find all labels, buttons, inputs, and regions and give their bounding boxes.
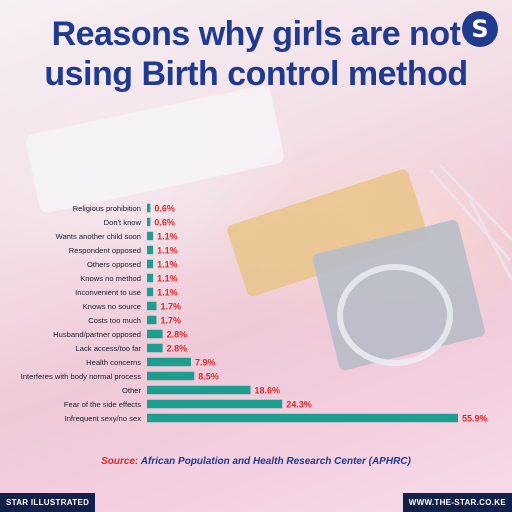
value-label: 1.1% bbox=[157, 288, 178, 298]
category-label: Religious prohibition bbox=[73, 204, 141, 213]
the-star-logo: S bbox=[462, 11, 498, 47]
value-label: 8.5% bbox=[198, 372, 219, 382]
value-label: 55.9% bbox=[462, 414, 488, 424]
value-label: 1.1% bbox=[157, 260, 178, 270]
bar bbox=[147, 301, 157, 311]
category-label: Fear of the side effects bbox=[64, 400, 141, 409]
title-line-1: Reasons why girls are not bbox=[51, 15, 461, 53]
bar bbox=[147, 231, 154, 241]
pill-blister-pack-shape bbox=[25, 85, 284, 213]
category-label: Infrequent sexy/no sex bbox=[65, 414, 142, 423]
bar bbox=[147, 385, 251, 395]
value-label: 18.6% bbox=[254, 386, 280, 396]
footer-brand: STAR ILLUSTRATED bbox=[0, 493, 96, 512]
bar bbox=[147, 287, 154, 297]
value-label: 1.1% bbox=[157, 274, 178, 284]
category-label: Knows no method bbox=[80, 274, 141, 283]
footer-website: WWW.THE-STAR.CO.KE bbox=[402, 493, 512, 512]
category-label: Husband/partner opposed bbox=[53, 330, 141, 339]
category-label: Other bbox=[122, 386, 141, 395]
category-label: Wants another child soon bbox=[56, 232, 141, 241]
value-label: 7.9% bbox=[195, 358, 216, 368]
source-credit: Source: African Population and Health Re… bbox=[0, 456, 512, 467]
source-label: Source: bbox=[101, 456, 139, 467]
value-label: 0.6% bbox=[154, 218, 175, 228]
bar bbox=[147, 399, 283, 409]
bar bbox=[147, 245, 154, 255]
value-label: 2.8% bbox=[167, 344, 188, 354]
category-label: Knows no source bbox=[83, 302, 141, 311]
value-label: 24.3% bbox=[286, 400, 312, 410]
value-label: 1.1% bbox=[157, 232, 178, 242]
bar bbox=[147, 259, 154, 269]
gold-blister-pack-shape bbox=[227, 169, 429, 297]
bar bbox=[147, 371, 195, 381]
value-label: 1.1% bbox=[157, 246, 178, 256]
bar bbox=[147, 329, 163, 339]
category-label: Costs too much bbox=[88, 316, 141, 325]
chart-title: Reasons why girls are not using Birth co… bbox=[0, 14, 512, 94]
title-line-2: using Birth control method bbox=[44, 55, 468, 93]
category-label: Inconvenient to use bbox=[75, 288, 141, 297]
bar bbox=[147, 217, 151, 227]
bar bbox=[147, 357, 191, 367]
value-label: 1.7% bbox=[160, 302, 181, 312]
bar bbox=[147, 273, 154, 283]
bar bbox=[147, 315, 157, 325]
category-label: Health concerns bbox=[86, 358, 141, 367]
bar bbox=[147, 413, 458, 423]
value-label: 1.7% bbox=[160, 316, 181, 326]
bar bbox=[147, 203, 151, 213]
bar bbox=[147, 343, 163, 353]
category-label: Don't know bbox=[104, 218, 142, 227]
category-label: Interferes with body normal process bbox=[21, 372, 141, 381]
category-label: Lack access/too far bbox=[76, 344, 142, 353]
value-label: 2.8% bbox=[167, 330, 188, 340]
ring-shape bbox=[337, 264, 453, 366]
value-label: 0.6% bbox=[154, 204, 175, 214]
category-label: Respondent opposed bbox=[69, 246, 141, 255]
source-text: African Population and Health Research C… bbox=[140, 456, 411, 467]
category-label: Others opposed bbox=[87, 260, 141, 269]
sticks-shape bbox=[428, 163, 512, 281]
condom-wrapper-shape bbox=[312, 220, 485, 371]
